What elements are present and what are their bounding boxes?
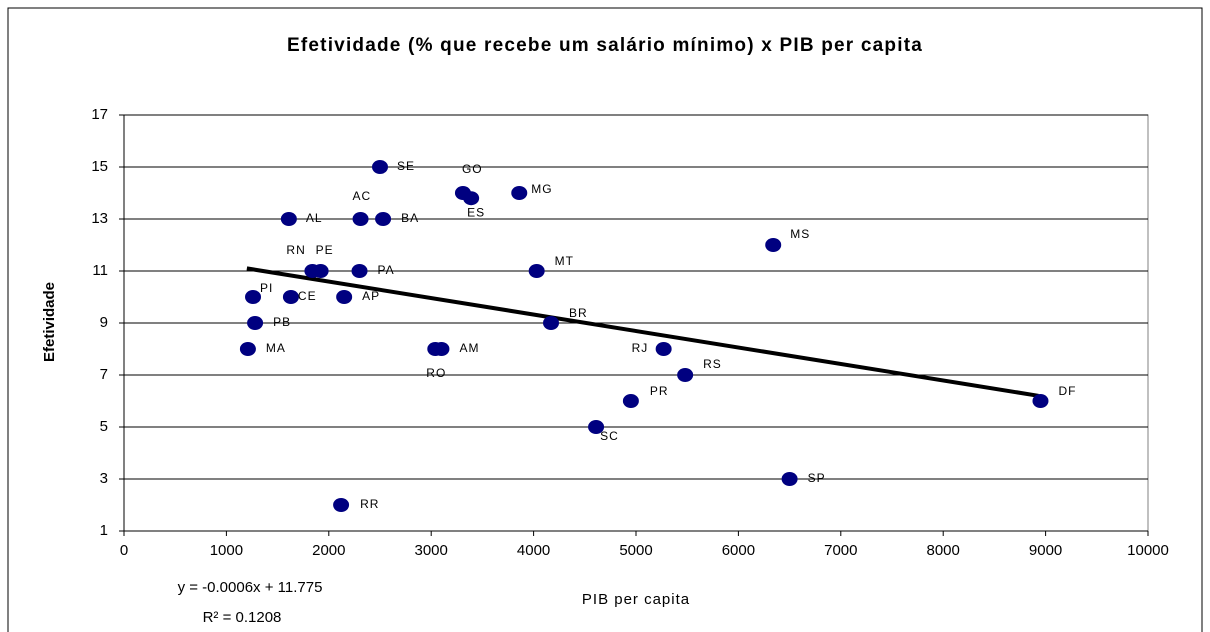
y-tick-label: 9 (100, 314, 108, 331)
y-tick-label: 11 (92, 262, 108, 279)
x-tick-label: 5000 (619, 542, 652, 559)
data-point (247, 316, 264, 330)
point-label: RJ (632, 341, 649, 355)
point-label: AP (362, 289, 380, 303)
chart-frame (7, 7, 1203, 632)
x-tick-label: 6000 (722, 542, 755, 559)
x-tick-label: 4000 (517, 542, 550, 559)
point-label: CE (298, 289, 317, 303)
point-label: AM (459, 341, 479, 355)
data-point (239, 342, 256, 356)
point-label: PA (378, 263, 395, 277)
data-point (1032, 394, 1049, 408)
x-tick-label: 9000 (1029, 542, 1062, 559)
point-label: MS (790, 227, 810, 241)
y-tick-label: 1 (100, 522, 108, 539)
point-label: ES (467, 205, 485, 219)
point-label: PE (316, 243, 334, 257)
data-point (781, 472, 798, 486)
x-tick-label: 0 (120, 542, 128, 559)
data-point (372, 160, 388, 174)
point-label: SE (397, 159, 415, 173)
point-label: PI (260, 281, 273, 295)
point-label: MT (555, 254, 574, 268)
x-tick-label: 3000 (415, 542, 448, 559)
data-point (351, 264, 368, 278)
y-tick-label: 17 (91, 106, 108, 123)
point-label: DF (1058, 384, 1076, 398)
y-tick-label: 13 (91, 210, 108, 227)
y-tick-label: 15 (91, 158, 108, 175)
data-point (282, 290, 299, 304)
data-point (463, 191, 480, 206)
point-label: PR (650, 384, 669, 398)
point-label: RS (703, 357, 722, 371)
x-axis-label: PIB per capita (582, 591, 690, 608)
point-label: SP (808, 471, 826, 485)
data-point (588, 420, 605, 434)
point-label: RO (426, 366, 446, 380)
data-point (511, 186, 528, 200)
data-point (528, 264, 545, 278)
point-label: RN (286, 243, 305, 257)
data-point (245, 290, 262, 304)
data-point (655, 342, 672, 356)
trend-equation: y = -0.0006x + 11.775 (178, 579, 323, 596)
y-axis-label: Efetividade (41, 282, 58, 362)
data-point (622, 394, 639, 408)
point-label: PB (273, 315, 291, 329)
point-label: GO (462, 162, 483, 176)
point-label: MG (531, 182, 552, 196)
chart-title: Efetividade (% que recebe um salário mín… (287, 35, 923, 56)
data-point (433, 342, 450, 356)
point-label: SC (600, 429, 619, 443)
point-label: BA (401, 211, 419, 225)
data-point (312, 264, 329, 278)
point-label: BR (569, 306, 588, 320)
data-point (333, 498, 350, 512)
data-point (375, 212, 392, 226)
point-label: AC (353, 189, 372, 203)
x-tick-label: 10000 (1127, 542, 1169, 559)
trend-r-squared: R² = 0.1208 (203, 609, 282, 626)
point-label: AL (306, 211, 323, 225)
x-tick-label: 7000 (824, 542, 857, 559)
data-point (352, 212, 369, 226)
point-label: MA (266, 341, 286, 355)
point-label: RR (360, 497, 379, 511)
x-tick-label: 2000 (312, 542, 345, 559)
x-tick-label: 1000 (210, 542, 243, 559)
y-tick-label: 7 (100, 366, 108, 383)
data-point (765, 238, 782, 252)
y-tick-label: 5 (100, 418, 108, 435)
data-point (280, 212, 297, 226)
x-tick-label: 8000 (927, 542, 960, 559)
data-point (677, 368, 694, 382)
data-point (543, 316, 560, 330)
y-tick-label: 3 (100, 470, 108, 487)
trendline (246, 266, 1039, 398)
data-point (336, 290, 353, 304)
